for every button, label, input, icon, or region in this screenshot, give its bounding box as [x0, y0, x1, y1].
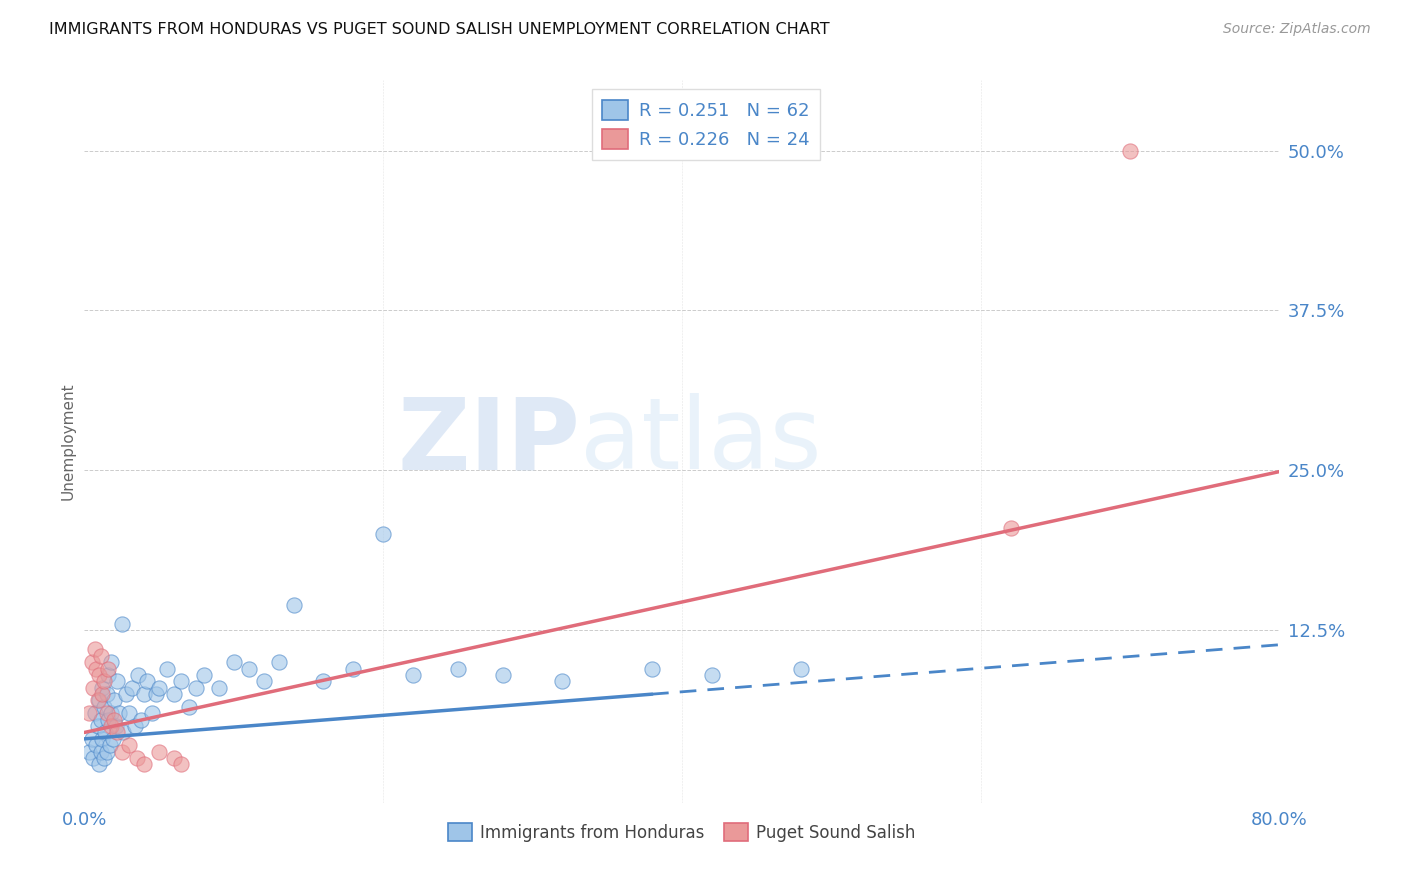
Point [238, 661, 260, 675]
Point [83, 706, 105, 721]
Point [342, 661, 364, 675]
Point [98, 738, 121, 752]
Point [125, 751, 148, 765]
Point [89, 668, 111, 682]
Point [492, 668, 515, 682]
Point [373, 527, 395, 541]
Point [96, 687, 118, 701]
Point [112, 725, 135, 739]
Point [222, 655, 245, 669]
Point [124, 719, 146, 733]
Point [96, 745, 118, 759]
Point [100, 719, 122, 733]
Point [97, 668, 120, 682]
Point [1119, 144, 1142, 158]
Point [551, 674, 574, 689]
Point [283, 598, 305, 612]
Point [86, 661, 108, 675]
Point [155, 661, 177, 675]
Point [107, 706, 129, 721]
Point [136, 674, 159, 689]
Point [148, 745, 170, 759]
Point [104, 719, 127, 733]
Point [77, 745, 100, 759]
Point [90, 648, 112, 663]
Point [101, 731, 124, 746]
Point [170, 674, 193, 689]
Point [87, 719, 110, 733]
Point [89, 757, 111, 772]
Point [641, 661, 664, 675]
Point [87, 693, 110, 707]
Text: IMMIGRANTS FROM HONDURAS VS PUGET SOUND SALISH UNEMPLOYMENT CORRELATION CHART: IMMIGRANTS FROM HONDURAS VS PUGET SOUND … [49, 22, 830, 37]
Point [96, 706, 118, 721]
Point [100, 655, 122, 669]
Point [121, 681, 143, 695]
Point [103, 713, 125, 727]
Point [82, 751, 104, 765]
Point [790, 661, 813, 675]
Point [1000, 521, 1022, 535]
Point [177, 699, 200, 714]
Point [132, 757, 156, 772]
Point [82, 681, 104, 695]
Point [402, 668, 425, 682]
Point [77, 706, 100, 721]
Legend: Immigrants from Honduras, Puget Sound Salish: Immigrants from Honduras, Puget Sound Sa… [441, 817, 922, 848]
Point [163, 687, 186, 701]
Point [80, 731, 103, 746]
Point [193, 668, 215, 682]
Point [91, 681, 114, 695]
Point [141, 706, 163, 721]
Point [97, 713, 120, 727]
Point [267, 655, 290, 669]
Point [186, 681, 208, 695]
Point [94, 725, 117, 739]
Point [105, 674, 128, 689]
Point [80, 655, 103, 669]
Point [312, 674, 335, 689]
Point [111, 745, 134, 759]
Point [170, 757, 193, 772]
Text: ZIP: ZIP [398, 393, 581, 490]
Point [208, 681, 231, 695]
Point [163, 751, 186, 765]
Point [115, 687, 138, 701]
Y-axis label: Unemployment: Unemployment [60, 383, 76, 500]
Point [105, 725, 128, 739]
Point [93, 674, 115, 689]
Point [91, 687, 114, 701]
Point [103, 693, 125, 707]
Point [118, 738, 141, 752]
Point [118, 706, 141, 721]
Point [93, 699, 115, 714]
Point [91, 731, 114, 746]
Point [132, 687, 156, 701]
Point [100, 706, 122, 721]
Point [447, 661, 470, 675]
Text: atlas: atlas [581, 393, 823, 490]
Point [90, 745, 112, 759]
Text: Source: ZipAtlas.com: Source: ZipAtlas.com [1223, 22, 1371, 37]
Point [148, 681, 170, 695]
Point [89, 693, 111, 707]
Point [145, 687, 167, 701]
Point [86, 738, 108, 752]
Point [129, 713, 152, 727]
Point [127, 668, 149, 682]
Point [90, 713, 112, 727]
Point [97, 661, 120, 675]
Point [93, 751, 115, 765]
Point [111, 616, 134, 631]
Point [253, 674, 276, 689]
Point [700, 668, 723, 682]
Point [83, 642, 105, 657]
